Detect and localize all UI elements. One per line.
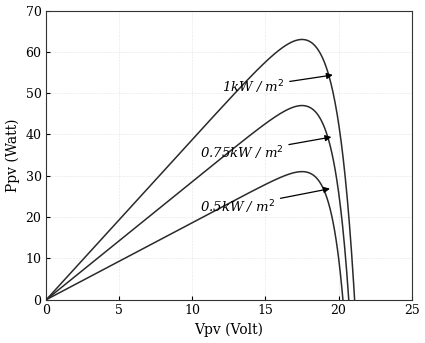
Y-axis label: Ppv (Watt): Ppv (Watt) (6, 118, 20, 192)
Text: 0.75kW / m$^2$: 0.75kW / m$^2$ (200, 136, 330, 162)
Text: 1kW / m$^2$: 1kW / m$^2$ (222, 73, 332, 96)
X-axis label: Vpv (Volt): Vpv (Volt) (195, 323, 264, 338)
Text: 0.5kW / m$^2$: 0.5kW / m$^2$ (200, 187, 329, 215)
